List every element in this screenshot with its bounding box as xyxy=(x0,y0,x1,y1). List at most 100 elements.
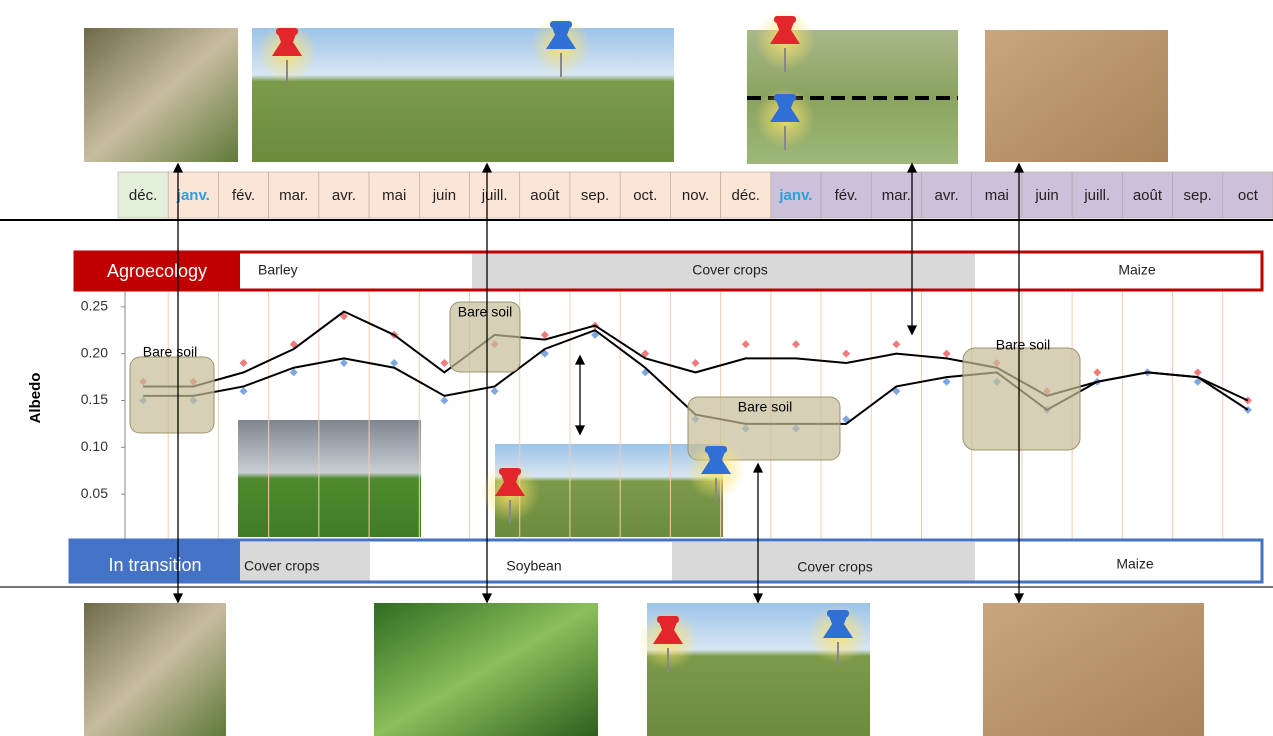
pin-cap xyxy=(276,28,298,35)
month-cell xyxy=(167,171,219,219)
pin-cap xyxy=(774,94,796,101)
month-label: avr. xyxy=(332,187,356,204)
month-label: sep. xyxy=(1183,187,1211,204)
segment-label: Cover crops xyxy=(244,558,319,574)
pin-body xyxy=(701,452,731,474)
month-cell xyxy=(268,171,320,219)
segment xyxy=(472,253,975,289)
scatter-point xyxy=(239,387,248,396)
month-cell xyxy=(770,171,822,219)
scatter-point xyxy=(1193,368,1202,377)
pin-body xyxy=(495,474,525,496)
photo-residue xyxy=(84,28,238,162)
scatter-point xyxy=(741,340,750,349)
month-label: janv. xyxy=(778,187,812,204)
bare-soil-box xyxy=(129,356,215,434)
scatter-point xyxy=(289,368,298,377)
segment-label: Soybean xyxy=(506,558,561,574)
month-cell xyxy=(921,171,972,219)
month-cell xyxy=(870,171,922,219)
month-cell xyxy=(1172,171,1224,219)
month-cell xyxy=(218,171,269,219)
scatter-point xyxy=(691,359,700,368)
month-cell xyxy=(117,171,169,219)
month-label: août xyxy=(1133,187,1163,204)
pins xyxy=(257,10,868,672)
annotation: Bare soil xyxy=(996,337,1050,353)
month-label: mai xyxy=(382,187,406,204)
pin-cap xyxy=(705,446,727,453)
y-tick-label: 0.20 xyxy=(81,344,108,360)
pin-cap xyxy=(499,468,521,475)
scatter-point xyxy=(641,349,650,358)
month-cell xyxy=(1071,171,1123,219)
photo-seedling-2 xyxy=(983,603,1204,736)
arrowhead xyxy=(481,162,493,604)
photo-residue-2 xyxy=(84,603,226,736)
scatter-point xyxy=(1193,377,1202,386)
y-axis-title: Albedo xyxy=(27,373,44,424)
month-cell xyxy=(1021,171,1073,219)
pin-body xyxy=(770,22,800,44)
y-tick-label: 0.05 xyxy=(81,485,108,501)
pin-cap xyxy=(774,16,796,23)
pin-cap xyxy=(657,616,679,623)
y-tick-label: 0.10 xyxy=(81,438,108,454)
photo-field xyxy=(252,28,674,162)
month-label: fév. xyxy=(835,187,858,204)
arrowhead xyxy=(574,354,586,436)
moving-average-line xyxy=(143,310,1249,402)
scatter-point xyxy=(239,359,248,368)
segment-label: Cover crops xyxy=(692,262,767,278)
month-cell xyxy=(368,171,420,219)
scatter-point xyxy=(390,359,399,368)
month-label: juin xyxy=(1034,187,1058,204)
scatter-point xyxy=(490,387,499,396)
scatter-point xyxy=(339,359,348,368)
pin-cap xyxy=(550,21,572,28)
bare-soil-box xyxy=(449,301,521,373)
month-cell xyxy=(318,171,370,219)
scatter-point xyxy=(942,377,951,386)
segment-label: Cover crops xyxy=(797,559,872,575)
month-cell xyxy=(619,171,671,219)
month-label: sep. xyxy=(581,187,609,204)
month-cell xyxy=(670,171,721,219)
scatter-point xyxy=(842,349,851,358)
segment xyxy=(975,542,1262,581)
month-label: juin xyxy=(432,187,456,204)
arrowhead xyxy=(1013,162,1025,604)
month-label: oct xyxy=(1238,187,1259,204)
y-tick-label: 0.15 xyxy=(81,391,108,407)
annotation: Bare soil xyxy=(143,344,197,360)
row-label-box xyxy=(70,540,240,582)
month-label: fév. xyxy=(232,187,255,204)
crop-rows: Agroecology Barley Cover crops Maize In … xyxy=(68,250,1264,584)
month-cell xyxy=(1222,171,1273,219)
photo-station xyxy=(238,420,421,537)
pin-body xyxy=(272,34,302,56)
month-cell xyxy=(569,171,621,219)
pin-body xyxy=(770,100,800,122)
pin-body xyxy=(546,27,576,49)
y-tick-label: 0.25 xyxy=(81,298,108,314)
arrows xyxy=(172,162,1025,604)
pin-body xyxy=(823,616,853,638)
row-label: Agroecology xyxy=(107,261,207,281)
row-label-box xyxy=(75,252,240,290)
month-label: déc. xyxy=(732,187,760,204)
bare-soil-box xyxy=(962,347,1081,451)
segment xyxy=(672,542,975,581)
scatter-point xyxy=(892,340,901,349)
month-cell xyxy=(720,171,772,219)
scatter-point xyxy=(440,359,449,368)
segment xyxy=(975,253,1262,289)
month-cell xyxy=(971,171,1023,219)
month-cell xyxy=(469,171,521,219)
month-cell xyxy=(1122,171,1173,219)
segment-label: Maize xyxy=(1118,262,1156,278)
segment xyxy=(240,253,472,289)
scatter-point xyxy=(942,349,951,358)
segment xyxy=(240,542,370,581)
